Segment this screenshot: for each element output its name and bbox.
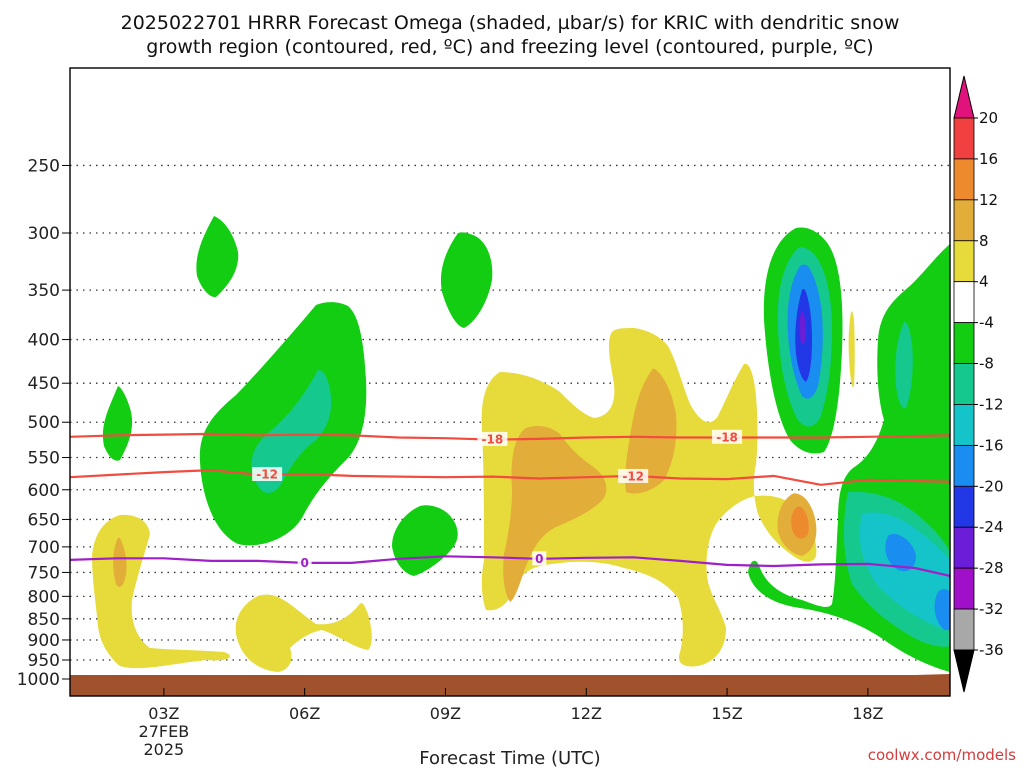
y-tick-label-850: 850 xyxy=(28,610,60,630)
x-tick-label-06Z: 06Z xyxy=(289,704,320,723)
omega-region-teal-a xyxy=(251,370,332,493)
omega-region-yellow-b xyxy=(235,594,372,672)
y-tick-label-300: 300 xyxy=(28,224,60,244)
contour-label-bg xyxy=(252,467,283,482)
omega-region-green-d xyxy=(440,232,493,328)
colorbar-bin--32--28 xyxy=(953,567,975,610)
chart-title-line1: 2025022701 HRRR Forecast Omega (shaded, … xyxy=(121,12,900,34)
y-tick-label-900: 900 xyxy=(28,631,60,651)
colorbar-tick-label-4: 4 xyxy=(979,273,989,291)
x-tick-label-15Z: 15Z xyxy=(711,704,742,723)
contour-label--18: -18 xyxy=(716,430,738,444)
colorbar-bin--24--20 xyxy=(953,485,975,528)
contour-label--12: -12 xyxy=(622,469,644,483)
x-tick-label-18Z: 18Z xyxy=(852,704,883,723)
contour-line-0 xyxy=(70,555,950,577)
contour-line--12 xyxy=(70,469,950,486)
colorbar-bin--4-4 xyxy=(953,281,975,324)
omega-region-orange-a xyxy=(113,538,127,587)
y-tick-label-500: 500 xyxy=(28,413,60,433)
contour-line--18 xyxy=(70,432,950,441)
colorbar-bin--20--16 xyxy=(953,444,975,487)
x-axis-label: Forecast Time (UTC) xyxy=(419,748,600,768)
colorbar-tick-label-16: 16 xyxy=(979,150,998,168)
y-tick-label-350: 350 xyxy=(28,281,60,301)
colorbar-bin-12-16 xyxy=(953,158,975,201)
contour-label-bg xyxy=(532,551,547,566)
colorbar-top-arrow xyxy=(953,75,975,119)
contour-label-bg xyxy=(712,429,743,444)
colorbar-tick-label-12: 12 xyxy=(979,191,998,209)
colorbar-tick-label--24: -24 xyxy=(979,518,1004,536)
x-tick-label-09Z: 09Z xyxy=(430,704,461,723)
omega-region-orange-e xyxy=(791,506,809,539)
y-tick-label-800: 800 xyxy=(28,587,60,607)
contour-label-bg xyxy=(618,468,649,483)
colorbar-bin--36--32 xyxy=(953,608,975,651)
x-tick-year: 2025 xyxy=(144,740,185,759)
x-tick-date: 27FEB xyxy=(139,722,190,741)
pressure-axis: 2503003504004505005506006507007508008509… xyxy=(17,156,70,690)
omega-region-yellow-c xyxy=(481,328,817,667)
y-tick-label-450: 450 xyxy=(28,374,60,394)
omega-region-yellow-d xyxy=(848,311,855,388)
y-tick-label-550: 550 xyxy=(28,449,60,469)
omega-region-green-b xyxy=(196,216,239,298)
contour-label--18: -18 xyxy=(482,432,504,446)
colorbar-tick-label--8: -8 xyxy=(979,355,994,373)
colorbar-bottom-arrow xyxy=(953,649,975,693)
y-tick-label-400: 400 xyxy=(28,331,60,351)
x-tick-label-03Z: 03Z xyxy=(148,704,179,723)
omega-region-purple-core xyxy=(799,312,806,344)
contour-label-0: 0 xyxy=(535,552,543,566)
omega-region-yellow-a xyxy=(92,514,230,669)
colorbar-bin--12--8 xyxy=(953,363,975,405)
plot-frame xyxy=(69,67,951,697)
contour-label-0: 0 xyxy=(300,556,308,570)
colorbar-tick-label--32: -32 xyxy=(979,600,1004,618)
credit-text: coolwx.com/models xyxy=(868,746,1016,764)
omega-colorbar: 20 16 12 8 4 -4 -8 -12 -16 -20 -24 -28 -32 -36 xyxy=(953,75,1004,693)
chart-title-line2: growth region (contoured, red, ºC) and f… xyxy=(146,36,873,58)
colorbar-tick-label--4: -4 xyxy=(979,314,994,332)
omega-region-green-a xyxy=(102,386,133,461)
omega-shading xyxy=(92,216,950,672)
colorbar-bin-8-12 xyxy=(953,199,975,242)
colorbar-tick-label--16: -16 xyxy=(979,436,1004,454)
colorbar-bin--16--12 xyxy=(953,404,975,446)
contour-label--12: -12 xyxy=(256,468,278,482)
y-tick-label-600: 600 xyxy=(28,481,60,501)
colorbar-bin--28--24 xyxy=(953,526,975,569)
colorbar-tick-label--20: -20 xyxy=(979,477,1004,495)
omega-region-orange-c xyxy=(625,368,677,494)
colorbar-bin-4-8 xyxy=(953,240,975,283)
x-tick-label-12Z: 12Z xyxy=(571,704,602,723)
colorbar-tick-label-20: 20 xyxy=(979,109,998,127)
colorbar-bin-16-20 xyxy=(953,117,975,160)
y-tick-label-650: 650 xyxy=(28,510,60,530)
terrain-profile xyxy=(70,674,950,681)
contour-label-bg xyxy=(297,555,312,570)
temperature-contours: -18 -18 -12 -12 0 0 xyxy=(70,429,950,577)
colorbar-tick-label--36: -36 xyxy=(979,641,1004,659)
omega-region-blue-d xyxy=(934,589,950,631)
terrain-surface xyxy=(70,674,950,681)
y-tick-label-700: 700 xyxy=(28,538,60,558)
omega-region-teal-d xyxy=(895,322,913,409)
colorbar-tick-label-8: 8 xyxy=(979,232,989,250)
omega-region-blue-c xyxy=(885,534,916,572)
contour-label-bg xyxy=(477,431,508,446)
colorbar-bin--8--4 xyxy=(953,322,975,364)
y-tick-label-950: 950 xyxy=(28,651,60,671)
colorbar-tick-label--28: -28 xyxy=(979,559,1004,577)
colorbar-tick-label--12: -12 xyxy=(979,395,1004,413)
y-tick-label-250: 250 xyxy=(28,156,60,176)
y-tick-label-750: 750 xyxy=(28,563,60,583)
y-tick-label-1000: 1000 xyxy=(17,670,60,690)
